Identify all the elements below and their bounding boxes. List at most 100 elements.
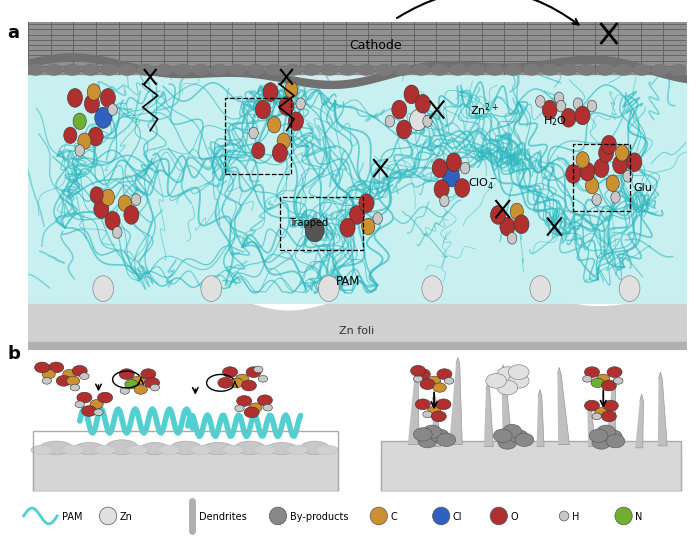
- Ellipse shape: [449, 64, 466, 75]
- Circle shape: [497, 367, 518, 382]
- PathPatch shape: [433, 393, 441, 447]
- Circle shape: [440, 195, 449, 207]
- Ellipse shape: [266, 64, 283, 75]
- Ellipse shape: [652, 64, 668, 75]
- Circle shape: [582, 376, 592, 382]
- Circle shape: [279, 97, 294, 115]
- Ellipse shape: [395, 64, 412, 75]
- Ellipse shape: [596, 64, 613, 75]
- Ellipse shape: [358, 64, 374, 75]
- Ellipse shape: [46, 64, 62, 75]
- Circle shape: [150, 384, 160, 391]
- Text: By-products: By-products: [290, 512, 348, 522]
- Text: Trapped: Trapped: [289, 218, 328, 228]
- Circle shape: [508, 233, 517, 244]
- PathPatch shape: [501, 365, 512, 445]
- Circle shape: [615, 507, 632, 525]
- Circle shape: [576, 152, 589, 168]
- Text: ClO$_4^-$: ClO$_4^-$: [468, 176, 497, 191]
- Circle shape: [34, 362, 50, 373]
- Circle shape: [530, 276, 551, 301]
- Circle shape: [592, 194, 601, 205]
- Circle shape: [90, 187, 103, 203]
- Circle shape: [411, 365, 426, 376]
- Circle shape: [134, 385, 148, 394]
- Circle shape: [119, 369, 134, 379]
- Circle shape: [606, 435, 625, 448]
- Circle shape: [67, 88, 83, 107]
- Circle shape: [72, 365, 88, 376]
- Ellipse shape: [286, 445, 308, 454]
- PathPatch shape: [484, 383, 494, 447]
- Circle shape: [249, 403, 262, 412]
- Ellipse shape: [234, 441, 265, 454]
- Ellipse shape: [578, 64, 595, 75]
- Circle shape: [607, 367, 622, 377]
- Circle shape: [118, 195, 132, 211]
- Ellipse shape: [62, 445, 85, 454]
- Ellipse shape: [106, 440, 138, 454]
- Text: C: C: [391, 512, 397, 522]
- Circle shape: [70, 384, 80, 391]
- Circle shape: [508, 373, 529, 388]
- Circle shape: [108, 104, 118, 115]
- Circle shape: [63, 370, 76, 379]
- Ellipse shape: [413, 64, 430, 75]
- Circle shape: [437, 433, 456, 447]
- Circle shape: [612, 155, 628, 174]
- Circle shape: [49, 362, 64, 373]
- Circle shape: [423, 425, 442, 438]
- Circle shape: [614, 377, 623, 384]
- Circle shape: [515, 433, 533, 447]
- Circle shape: [594, 159, 609, 177]
- Text: Zn: Zn: [120, 512, 132, 522]
- Circle shape: [486, 373, 507, 388]
- Circle shape: [490, 507, 507, 525]
- Circle shape: [611, 192, 620, 203]
- Circle shape: [414, 376, 423, 382]
- Circle shape: [491, 205, 505, 224]
- Ellipse shape: [316, 445, 338, 454]
- PathPatch shape: [587, 400, 596, 447]
- Text: a: a: [7, 24, 20, 42]
- Circle shape: [423, 411, 432, 418]
- Ellipse shape: [340, 64, 356, 75]
- Ellipse shape: [101, 64, 118, 75]
- Circle shape: [263, 82, 278, 102]
- Circle shape: [94, 107, 112, 128]
- Circle shape: [500, 217, 515, 236]
- Circle shape: [75, 145, 85, 156]
- Text: Cl: Cl: [453, 512, 462, 522]
- Circle shape: [244, 407, 259, 418]
- Ellipse shape: [193, 64, 209, 75]
- Ellipse shape: [158, 445, 181, 454]
- Text: Zn$^{2+}$: Zn$^{2+}$: [470, 102, 498, 118]
- Circle shape: [267, 117, 281, 133]
- Circle shape: [566, 164, 581, 183]
- Circle shape: [542, 100, 557, 119]
- Circle shape: [249, 127, 258, 139]
- Circle shape: [455, 179, 470, 197]
- Circle shape: [132, 376, 145, 385]
- Ellipse shape: [27, 64, 44, 75]
- Circle shape: [584, 400, 599, 411]
- Circle shape: [396, 120, 412, 139]
- Circle shape: [494, 429, 512, 442]
- Ellipse shape: [634, 64, 650, 75]
- Circle shape: [414, 428, 432, 441]
- Circle shape: [237, 395, 252, 406]
- Ellipse shape: [321, 64, 338, 75]
- Ellipse shape: [155, 64, 173, 75]
- Circle shape: [77, 392, 92, 403]
- Circle shape: [370, 507, 387, 525]
- Circle shape: [349, 205, 365, 224]
- Circle shape: [437, 369, 452, 379]
- Circle shape: [422, 276, 442, 301]
- Ellipse shape: [300, 441, 329, 454]
- Ellipse shape: [222, 445, 244, 454]
- Circle shape: [90, 400, 103, 409]
- Ellipse shape: [190, 445, 212, 454]
- Circle shape: [223, 367, 237, 377]
- Circle shape: [447, 153, 461, 171]
- Circle shape: [585, 177, 598, 194]
